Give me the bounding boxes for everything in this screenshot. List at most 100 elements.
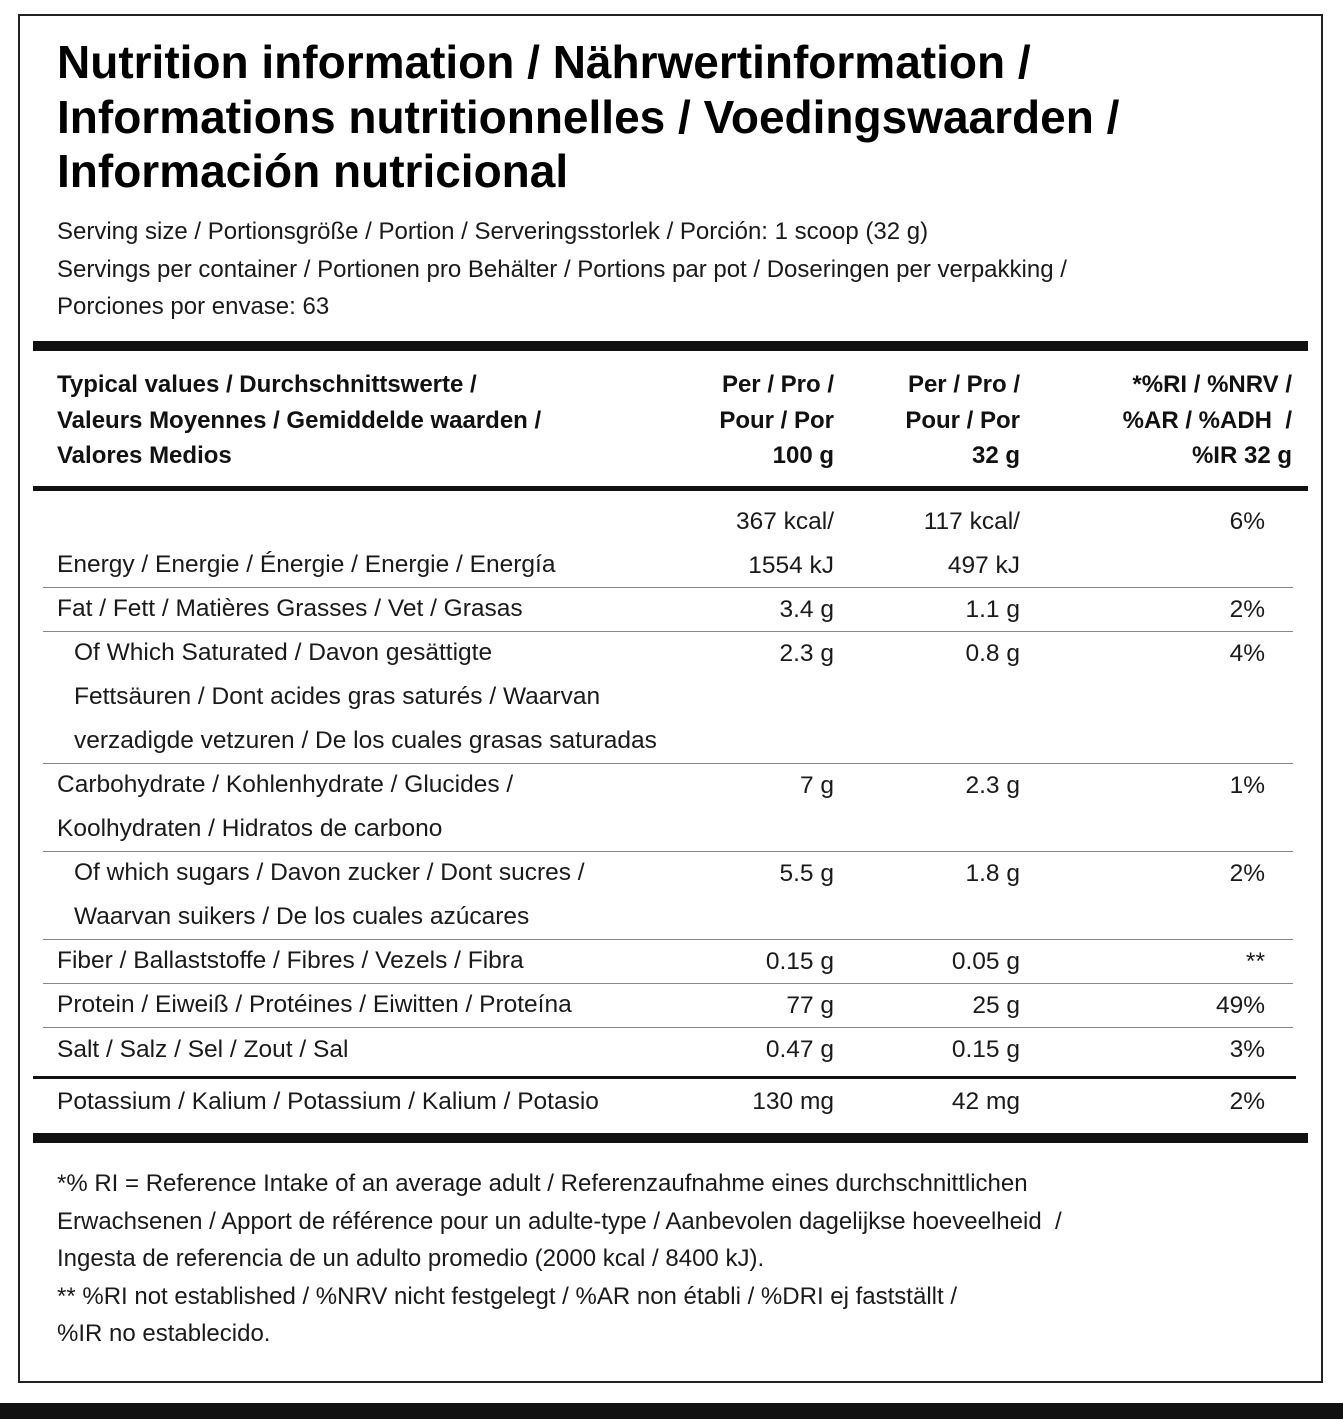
header-value-100g: Per / Pro / Pour / Por 100 g bbox=[719, 367, 834, 474]
footnote-line: Erwachsenen / Apport de référence pour u… bbox=[57, 1207, 1062, 1235]
value-100g: 77 g bbox=[786, 984, 834, 1028]
label-line: Energy / Energie / Énergie / Energie / E… bbox=[57, 551, 556, 578]
title-line: Información nutricional bbox=[57, 145, 569, 197]
label: Of which sugars / Davon zucker / Dont su… bbox=[74, 851, 585, 939]
header-line: Pour / Por bbox=[719, 406, 834, 434]
table-header: Typical values / Durchschnittswerte / Val… bbox=[43, 367, 1293, 477]
value-ri: ** bbox=[1246, 940, 1265, 984]
label-line: verzadigde vetzuren / De los cuales gras… bbox=[74, 727, 657, 754]
nutrient-row: Potassium / Kalium / Potassium / Kalium … bbox=[43, 1080, 1293, 1124]
value-ri-line: 4% bbox=[1229, 640, 1265, 667]
value-ri: 1% bbox=[1230, 764, 1265, 808]
value-100g: 130 mg bbox=[752, 1080, 834, 1124]
value-ri: 6% bbox=[1230, 500, 1265, 544]
value-32g-line: 0.8 g bbox=[965, 640, 1021, 667]
value-32g-line: 1.8 g bbox=[965, 860, 1021, 887]
value-32g: 42 mg bbox=[952, 1080, 1020, 1124]
value-32g: 0.8 g bbox=[966, 632, 1021, 676]
value-100g: 5.5 g bbox=[780, 852, 835, 896]
nutrient-row: Protein / Eiweiß / Protéines / Eiwitten … bbox=[43, 984, 1293, 1028]
value-32g-line: 2.3 g bbox=[965, 772, 1021, 799]
nutrient-row: Carbohydrate / Kohlenhydrate / Glucides … bbox=[43, 764, 1293, 852]
value-ri: 49% bbox=[1216, 984, 1265, 1028]
serving-line: Servings per container / Portionen pro B… bbox=[57, 255, 1067, 283]
header-line: Pour / Por bbox=[905, 406, 1020, 434]
value-ri-line: 1% bbox=[1229, 772, 1265, 799]
label: Protein / Eiweiß / Protéines / Eiwitten … bbox=[57, 983, 572, 1027]
label: Fiber / Ballaststoffe / Fibres / Vezels … bbox=[57, 939, 524, 983]
value-32g: 1.1 g bbox=[966, 588, 1021, 632]
value-32g: 0.15 g bbox=[952, 1028, 1020, 1072]
title-line: Informations nutritionnelles / Voedingsw… bbox=[57, 90, 1120, 143]
label-line: Fat / Fett / Matières Grasses / Vet / Gr… bbox=[57, 595, 523, 622]
value-100g: 3.4 g bbox=[780, 588, 835, 632]
value-100g-line: 2.3 g bbox=[779, 640, 835, 667]
header-line: Typical values / Durchschnittswerte / bbox=[57, 371, 477, 398]
value-100g: 0.47 g bbox=[766, 1028, 834, 1072]
label-line: Of which sugars / Davon zucker / Dont su… bbox=[74, 859, 585, 886]
serving-line: Serving size / Portionsgröße / Portion /… bbox=[57, 218, 929, 245]
header-value-ri: *%RI / %NRV / %AR / %ADH / %IR 32 g bbox=[1123, 367, 1292, 474]
value-ri-line: 2% bbox=[1229, 860, 1265, 887]
nutrient-row: Fat / Fett / Matières Grasses / Vet / Gr… bbox=[43, 588, 1293, 632]
label-line: Salt / Salz / Sel / Zout / Sal bbox=[57, 1036, 349, 1063]
value-100g-line: 77 g bbox=[786, 992, 834, 1019]
value-32g-line: 497 kJ bbox=[947, 552, 1020, 579]
value-ri: 4% bbox=[1230, 632, 1265, 676]
title: Nutrition information / Nährwertinformat… bbox=[57, 35, 1119, 199]
header-line: Valores Medios bbox=[57, 442, 232, 469]
label-line: Koolhydraten / Hidratos de carbono bbox=[57, 815, 443, 842]
value-100g-line: 0.47 g bbox=[765, 1036, 834, 1063]
value-100g-line: 3.4 g bbox=[779, 596, 835, 623]
nutrient-row: Of which sugars / Davon zucker / Dont su… bbox=[43, 852, 1293, 940]
header-value-32g: Per / Pro / Pour / Por 32 g bbox=[905, 367, 1020, 474]
title-line: Nutrition information / Nährwertinformat… bbox=[57, 36, 1031, 88]
value-100g-line: 5.5 g bbox=[779, 860, 835, 887]
value-100g: 367 kcal/1554 kJ bbox=[736, 500, 834, 588]
label-border bbox=[18, 14, 1323, 1383]
value-ri-line: 3% bbox=[1229, 1036, 1265, 1063]
value-32g-line: 1.1 g bbox=[965, 596, 1021, 623]
footnote-line: ** %RI not established / %NRV nicht fest… bbox=[57, 1282, 957, 1310]
value-100g-line: 1554 kJ bbox=[748, 552, 834, 579]
header-line: Per / Pro / bbox=[721, 371, 834, 398]
label: Salt / Salz / Sel / Zout / Sal bbox=[57, 1028, 348, 1072]
value-32g-line: 42 mg bbox=[951, 1088, 1020, 1115]
nutrient-row: Salt / Salz / Sel / Zout / Sal 0.47 g 0.15… bbox=[43, 1028, 1293, 1072]
header-line: *%RI / %NRV / bbox=[1132, 371, 1292, 398]
value-100g: 7 g bbox=[800, 764, 834, 808]
header-rule bbox=[33, 486, 1308, 491]
value-ri-line: 49% bbox=[1215, 992, 1265, 1019]
value-32g-line: 117 kcal/ bbox=[923, 508, 1020, 535]
value-ri-line: 6% bbox=[1229, 508, 1265, 535]
footnote-line: Ingesta de referencia de un adulto prome… bbox=[57, 1245, 765, 1273]
header-label: Typical values / Durchschnittswerte / Val… bbox=[57, 367, 541, 474]
value-ri: 2% bbox=[1230, 852, 1265, 896]
value-ri: 2% bbox=[1230, 588, 1265, 632]
label-line: Waarvan suikers / De los cuales azúcares bbox=[74, 903, 530, 930]
value-100g: 2.3 g bbox=[780, 632, 835, 676]
header-line: %AR / %ADH / bbox=[1122, 406, 1292, 434]
value-32g: 1.8 g bbox=[966, 852, 1021, 896]
value-100g-line: 0.15 g bbox=[765, 948, 834, 975]
value-32g-line: 0.15 g bbox=[951, 1036, 1020, 1063]
value-32g-line: 25 g bbox=[972, 992, 1020, 1019]
footnote-line: %IR no establecido. bbox=[57, 1320, 271, 1348]
value-ri: 3% bbox=[1230, 1028, 1265, 1072]
serving-info: Serving size / Portionsgröße / Portion /… bbox=[57, 213, 1067, 326]
value-100g-line: 7 g bbox=[799, 772, 834, 799]
label-line: Protein / Eiweiß / Protéines / Eiwitten … bbox=[57, 991, 572, 1018]
footnote-line: *% RI = Reference Intake of an average a… bbox=[57, 1170, 1028, 1197]
label-line: Fiber / Ballaststoffe / Fibres / Vezels … bbox=[57, 947, 524, 974]
label: Carbohydrate / Kohlenhydrate / Glucides … bbox=[57, 763, 513, 851]
header-line: Valeurs Moyennes / Gemiddelde waarden / bbox=[57, 406, 542, 434]
section-rule bbox=[33, 1076, 1296, 1079]
thick-rule bbox=[33, 1133, 1308, 1143]
label-line: Potassium / Kalium / Potassium / Kalium … bbox=[57, 1088, 599, 1115]
nutrient-row: Energy / Energie / Énergie / Energie / E… bbox=[43, 500, 1293, 588]
value-ri-line: ** bbox=[1245, 948, 1265, 975]
serving-line: Porciones por envase: 63 bbox=[57, 293, 330, 320]
thick-rule bbox=[33, 341, 1308, 351]
label-line: Carbohydrate / Kohlenhydrate / Glucides … bbox=[57, 771, 514, 798]
